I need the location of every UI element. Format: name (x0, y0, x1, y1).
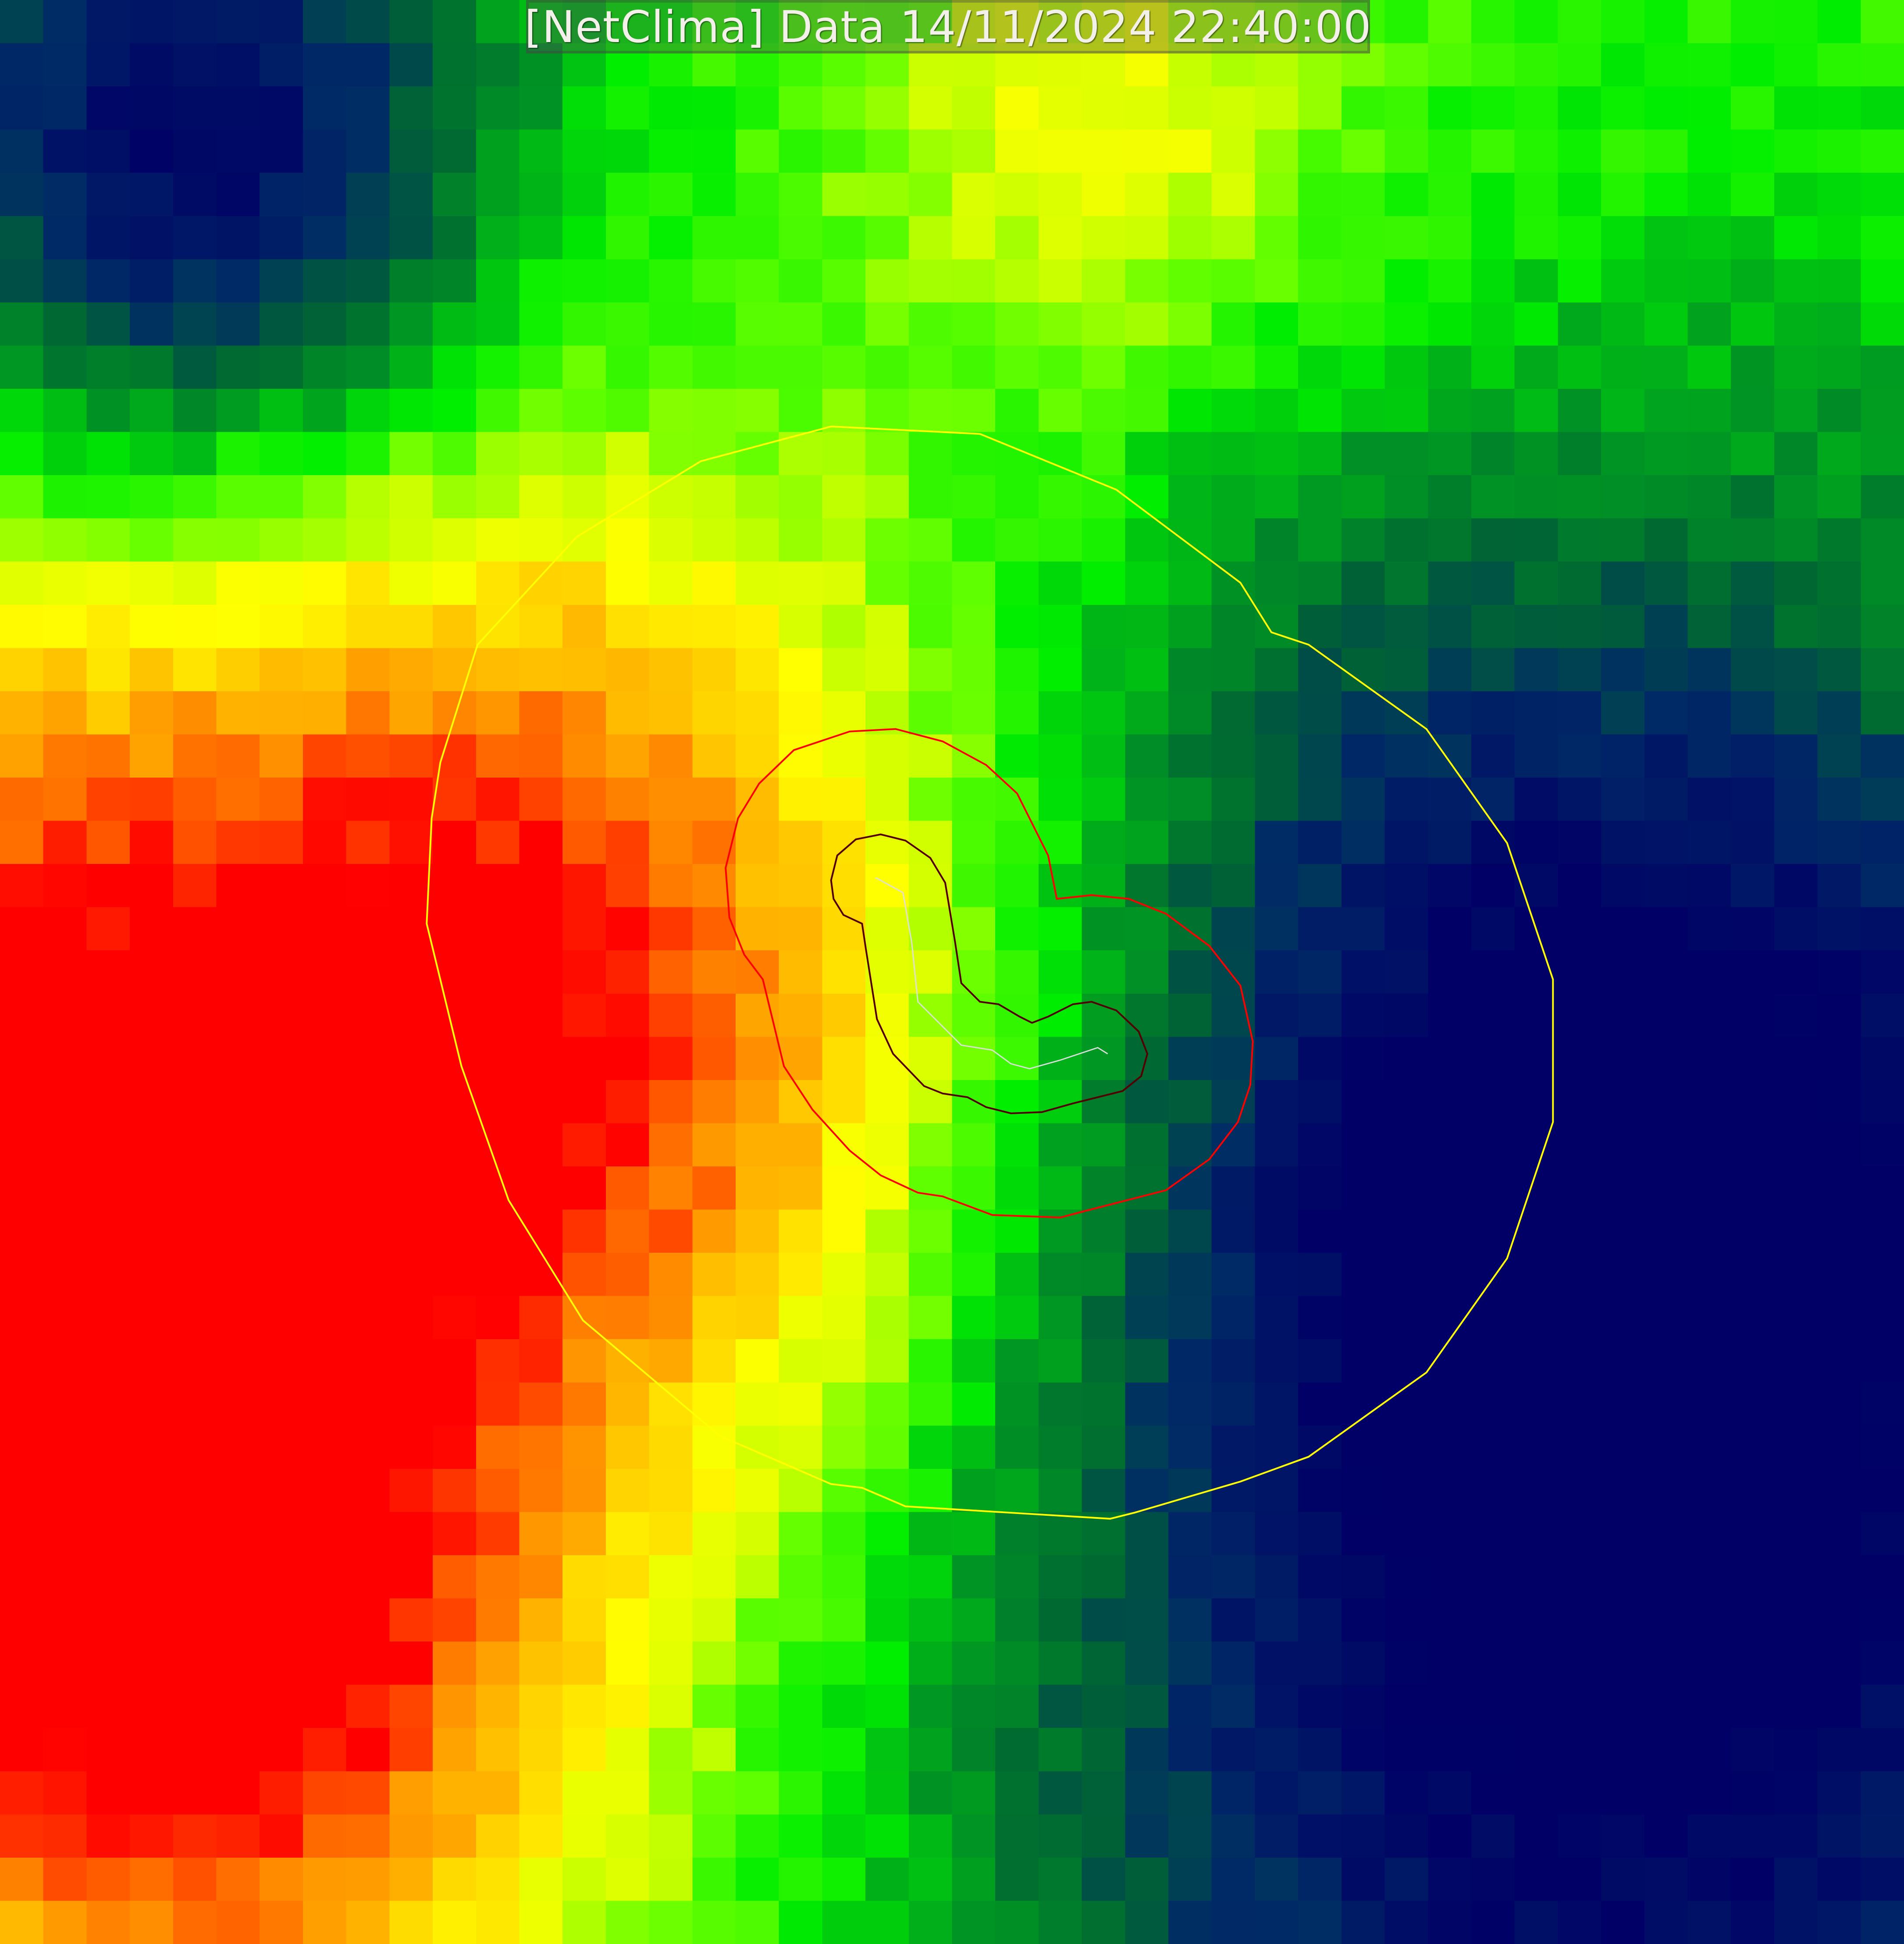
storm-track (875, 877, 1108, 1070)
title-banner: [NetClima] Data 14/11/2024 22:40:00 (524, 0, 1372, 53)
middle-contour (725, 728, 1254, 1219)
outer-contour (426, 425, 1554, 1520)
inner-contour (830, 833, 1149, 1114)
map-title: [NetClima] Data 14/11/2024 22:40:00 (524, 1, 1372, 53)
